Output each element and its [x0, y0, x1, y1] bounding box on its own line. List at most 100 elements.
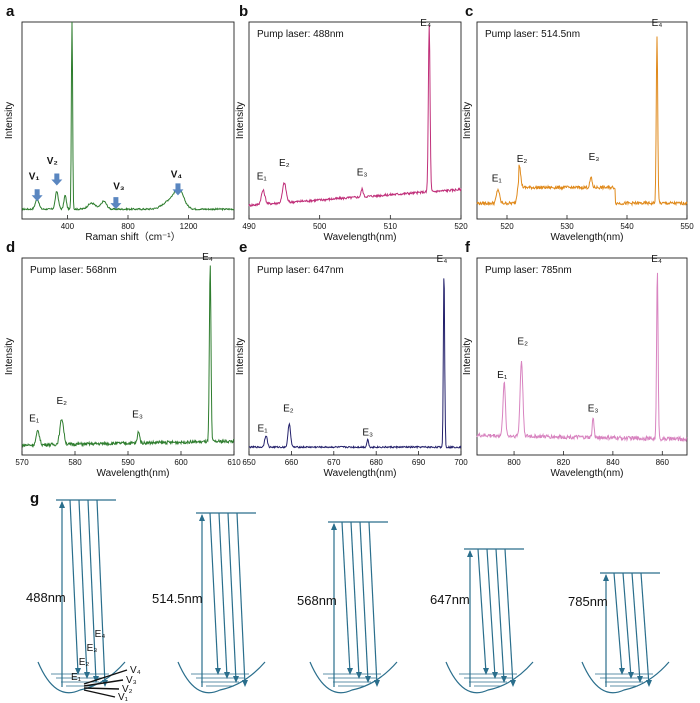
- peak-annotation: E₁: [29, 414, 40, 425]
- peak-annotation: E₂: [279, 158, 290, 169]
- peak-annotation: E₃: [362, 427, 373, 438]
- series-line-e: [248, 278, 462, 450]
- arrow-head-icon: [483, 668, 489, 675]
- peak-annotation: E₃: [588, 404, 599, 415]
- x-tick-label: 1200: [180, 222, 198, 231]
- peak-annotation: E₂: [283, 404, 294, 415]
- y-axis-label: Intensity: [4, 338, 15, 375]
- potential-well: [581, 661, 670, 694]
- peak-annotation: E₁: [497, 370, 508, 381]
- excitation-label: 514.5nm: [152, 591, 203, 606]
- x-axis-label: Raman shift（cm⁻¹）: [85, 231, 180, 243]
- emission-arrow: [486, 548, 496, 678]
- x-tick-label: 490: [242, 222, 256, 231]
- peak-annotation: V₂: [47, 156, 58, 167]
- emission-arrow: [341, 521, 351, 674]
- arrow-head-icon: [603, 574, 609, 581]
- arrow-head-icon: [365, 676, 371, 683]
- emission-arrow: [495, 548, 505, 682]
- emission-arrow: [227, 512, 237, 682]
- emission-arrow: [87, 499, 97, 682]
- potential-well: [177, 661, 266, 694]
- peak-annotation: E₁: [258, 423, 269, 434]
- emission-arrow: [622, 572, 632, 678]
- x-tick-label: 400: [61, 222, 75, 231]
- plot-frame: [248, 257, 462, 456]
- excitation-label: 568nm: [297, 593, 337, 608]
- panel-label-g: g: [30, 490, 39, 507]
- arrow-head-icon: [646, 680, 652, 687]
- x-tick-label: 860: [656, 458, 670, 467]
- x-tick-label: 800: [121, 222, 135, 231]
- vibrational-level-label: V₁: [118, 692, 129, 703]
- down-arrow-icon: [172, 183, 184, 196]
- potential-well: [309, 661, 398, 694]
- panel-label-d: d: [6, 239, 15, 256]
- x-axis-label: Wavelength(nm): [551, 232, 624, 243]
- down-arrow-icon: [31, 189, 43, 202]
- arrow-head-icon: [242, 680, 248, 687]
- peak-annotation: E₄: [420, 18, 431, 29]
- arrow-head-icon: [233, 676, 239, 683]
- transition-group-4: 785nm: [568, 572, 670, 694]
- chart-d: d 570 580 590 600 610 Wavelength(nm) Intensity P…: [4, 239, 241, 479]
- chart-b: b 490 500 510 520 Wavelength(nm) Intensity Pump…: [235, 3, 468, 243]
- energy-level-label: E₄: [95, 629, 106, 640]
- y-axis-label: Intensity: [462, 102, 473, 139]
- energy-level-label: E₁: [71, 672, 82, 683]
- down-arrow-icon: [51, 173, 63, 186]
- excitation-label: 647nm: [430, 592, 470, 607]
- peak-annotation: V₄: [171, 170, 183, 181]
- x-tick-label: 530: [560, 222, 574, 231]
- peak-annotation: E₂: [517, 337, 528, 348]
- plot-frame: [248, 21, 462, 220]
- emission-arrow: [504, 548, 514, 686]
- pump-laser-label: Pump laser: 568nm: [30, 265, 117, 276]
- arrow-head-icon: [467, 550, 473, 557]
- energy-level-label: E₂: [79, 657, 90, 668]
- vibrational-pointer: [83, 679, 124, 687]
- peak-annotation: E₃: [132, 410, 143, 421]
- arrow-head-icon: [374, 680, 380, 687]
- x-tick-label: 520: [500, 222, 514, 231]
- arrow-head-icon: [75, 668, 81, 675]
- pump-laser-label: Pump laser: 488nm: [257, 29, 344, 40]
- transition-group-3: 647nm: [430, 548, 534, 694]
- panel-label-e: e: [239, 239, 247, 256]
- x-axis-label: Wavelength(nm): [324, 232, 397, 243]
- y-axis-label: Intensity: [235, 338, 246, 375]
- x-tick-label: 660: [285, 458, 299, 467]
- vibrational-level-label: V₄: [130, 665, 141, 676]
- energy-level-label: E₃: [87, 643, 98, 654]
- arrow-head-icon: [628, 672, 634, 679]
- panel-label-c: c: [465, 3, 473, 20]
- peak-annotation: E₃: [357, 168, 368, 179]
- x-tick-label: 580: [68, 458, 82, 467]
- emission-arrow: [368, 521, 378, 686]
- x-tick-label: 590: [121, 458, 135, 467]
- vibrational-pointer: [83, 689, 116, 698]
- arrow-head-icon: [501, 676, 507, 683]
- arrow-head-icon: [102, 680, 108, 687]
- series-line-f: [476, 272, 688, 443]
- x-tick-label: 690: [412, 458, 426, 467]
- peak-annotation: E₁: [257, 172, 268, 183]
- arrow-head-icon: [199, 514, 205, 521]
- x-tick-label: 540: [620, 222, 634, 231]
- transition-group-1: 514.5nm: [152, 512, 266, 694]
- plot-frame: [476, 21, 688, 220]
- y-axis-label: Intensity: [235, 102, 246, 139]
- peak-annotation: E₁: [492, 174, 503, 185]
- x-tick-label: 510: [384, 222, 398, 231]
- transition-group-0: 488nm: [26, 499, 126, 694]
- emission-arrow: [209, 512, 219, 674]
- emission-arrow: [78, 499, 88, 678]
- x-axis-label: Wavelength(nm): [551, 468, 624, 479]
- vibrational-pointer: [83, 687, 120, 690]
- arrow-head-icon: [637, 676, 643, 683]
- plot-frame: [21, 21, 235, 220]
- arrow-head-icon: [59, 501, 65, 508]
- arrow-head-icon: [215, 668, 221, 675]
